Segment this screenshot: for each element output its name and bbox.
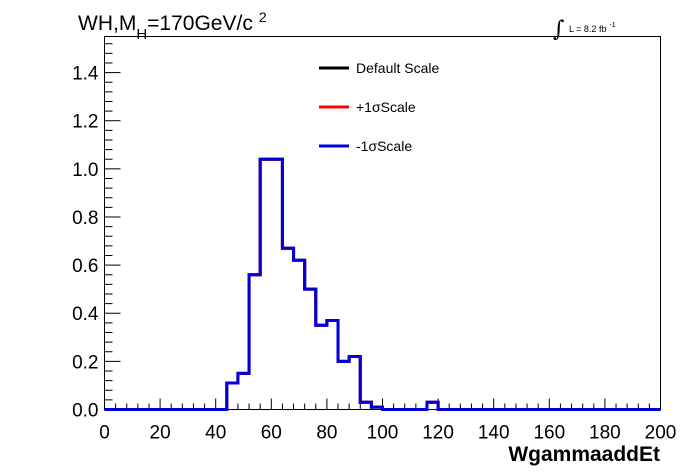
y-tick-label: 0.2 — [72, 352, 98, 373]
series-line-1 — [104, 157, 661, 411]
legend: Default Scale +1σScale -1σScale — [319, 60, 439, 154]
x-tick-label: 140 — [478, 423, 510, 444]
luminosity-text: L = 8.2 fb -1 — [569, 22, 616, 34]
x-tick-label: 60 — [261, 423, 282, 444]
x-tick-label: 160 — [533, 423, 565, 444]
luminosity-label: ∫ L = 8.2 fb -1 — [553, 17, 616, 42]
y-tick-label: 0.4 — [72, 304, 99, 325]
x-tick-label: 40 — [205, 423, 226, 444]
y-tick-label: 1.4 — [72, 64, 99, 85]
series-line-3 — [104, 157, 661, 411]
x-tick-label: 20 — [150, 423, 171, 444]
x-tick-label: 100 — [367, 423, 399, 444]
y-tick-label: 0.8 — [72, 208, 98, 229]
x-tick-label: 200 — [645, 423, 677, 444]
chart-title: WH,MH=170GeV/c 2 — [78, 9, 267, 43]
x-tick-label: 120 — [422, 423, 454, 444]
series-line-2 — [104, 157, 661, 411]
y-tick-label: 1.2 — [72, 112, 98, 133]
y-tick-label: 1.0 — [72, 160, 98, 181]
plot-frame — [104, 36, 661, 410]
x-tick-label: 80 — [316, 423, 337, 444]
series-layer — [104, 157, 661, 411]
integral-symbol: ∫ — [553, 17, 565, 42]
y-tick-label: 0.6 — [72, 256, 98, 277]
y-tick-label: 0.0 — [72, 401, 98, 422]
legend-label: Default Scale — [356, 60, 439, 76]
legend-label: -1σScale — [356, 138, 412, 154]
x-axis-label: WgammaaddEt — [508, 443, 660, 466]
legend-label: +1σScale — [356, 99, 416, 115]
x-tick-label: 0 — [99, 423, 110, 444]
axis-tick-labels: 0 20 40 60 80 100 120 140 160 180 200 0.0 0.2 0.4 0.6 0… — [72, 64, 676, 444]
x-tick-label: 180 — [589, 423, 621, 444]
